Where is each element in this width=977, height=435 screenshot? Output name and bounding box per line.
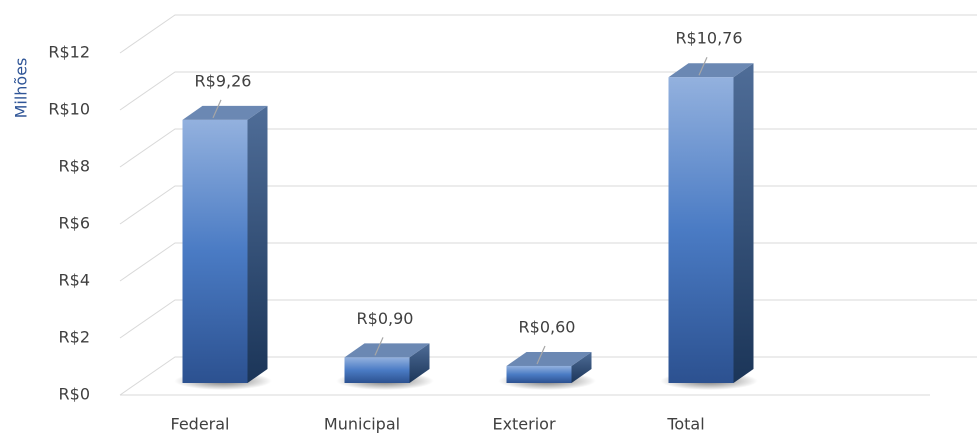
bar	[344, 357, 410, 383]
data-label: R$9,26	[195, 71, 252, 90]
label-leader	[536, 345, 546, 365]
y-tick-label: R$0	[59, 385, 90, 404]
bar-top	[668, 63, 754, 78]
x-tick-label: Total	[666, 415, 704, 434]
data-label: R$0,60	[519, 317, 576, 336]
label-leader	[698, 56, 708, 76]
data-label: R$0,90	[357, 309, 414, 328]
bar-top	[344, 343, 430, 358]
bar	[506, 365, 572, 383]
bar	[182, 119, 248, 383]
y-tick-label: R$12	[48, 43, 90, 62]
y-tick-label: R$10	[48, 100, 90, 119]
y-tick-label: R$4	[59, 271, 90, 290]
x-tick-label: Exterior	[492, 415, 556, 434]
y-tick-label: R$2	[59, 328, 90, 347]
label-leader	[374, 337, 384, 356]
y-tick-label: R$8	[59, 157, 90, 176]
bar-side	[247, 105, 268, 383]
x-tick-label: Federal	[171, 415, 230, 434]
bar-top	[506, 351, 592, 366]
x-tick-label: Municipal	[324, 415, 400, 434]
y-tick-label: R$6	[59, 214, 90, 233]
bar-top	[182, 105, 268, 120]
bar-side	[733, 63, 754, 384]
data-label: R$10,76	[675, 29, 742, 48]
bar-side	[409, 343, 430, 383]
y-axis-title: Milhões	[12, 58, 31, 119]
grid-line	[119, 14, 977, 54]
label-leader	[212, 99, 222, 119]
bar	[668, 77, 734, 383]
bar-side	[571, 351, 592, 383]
